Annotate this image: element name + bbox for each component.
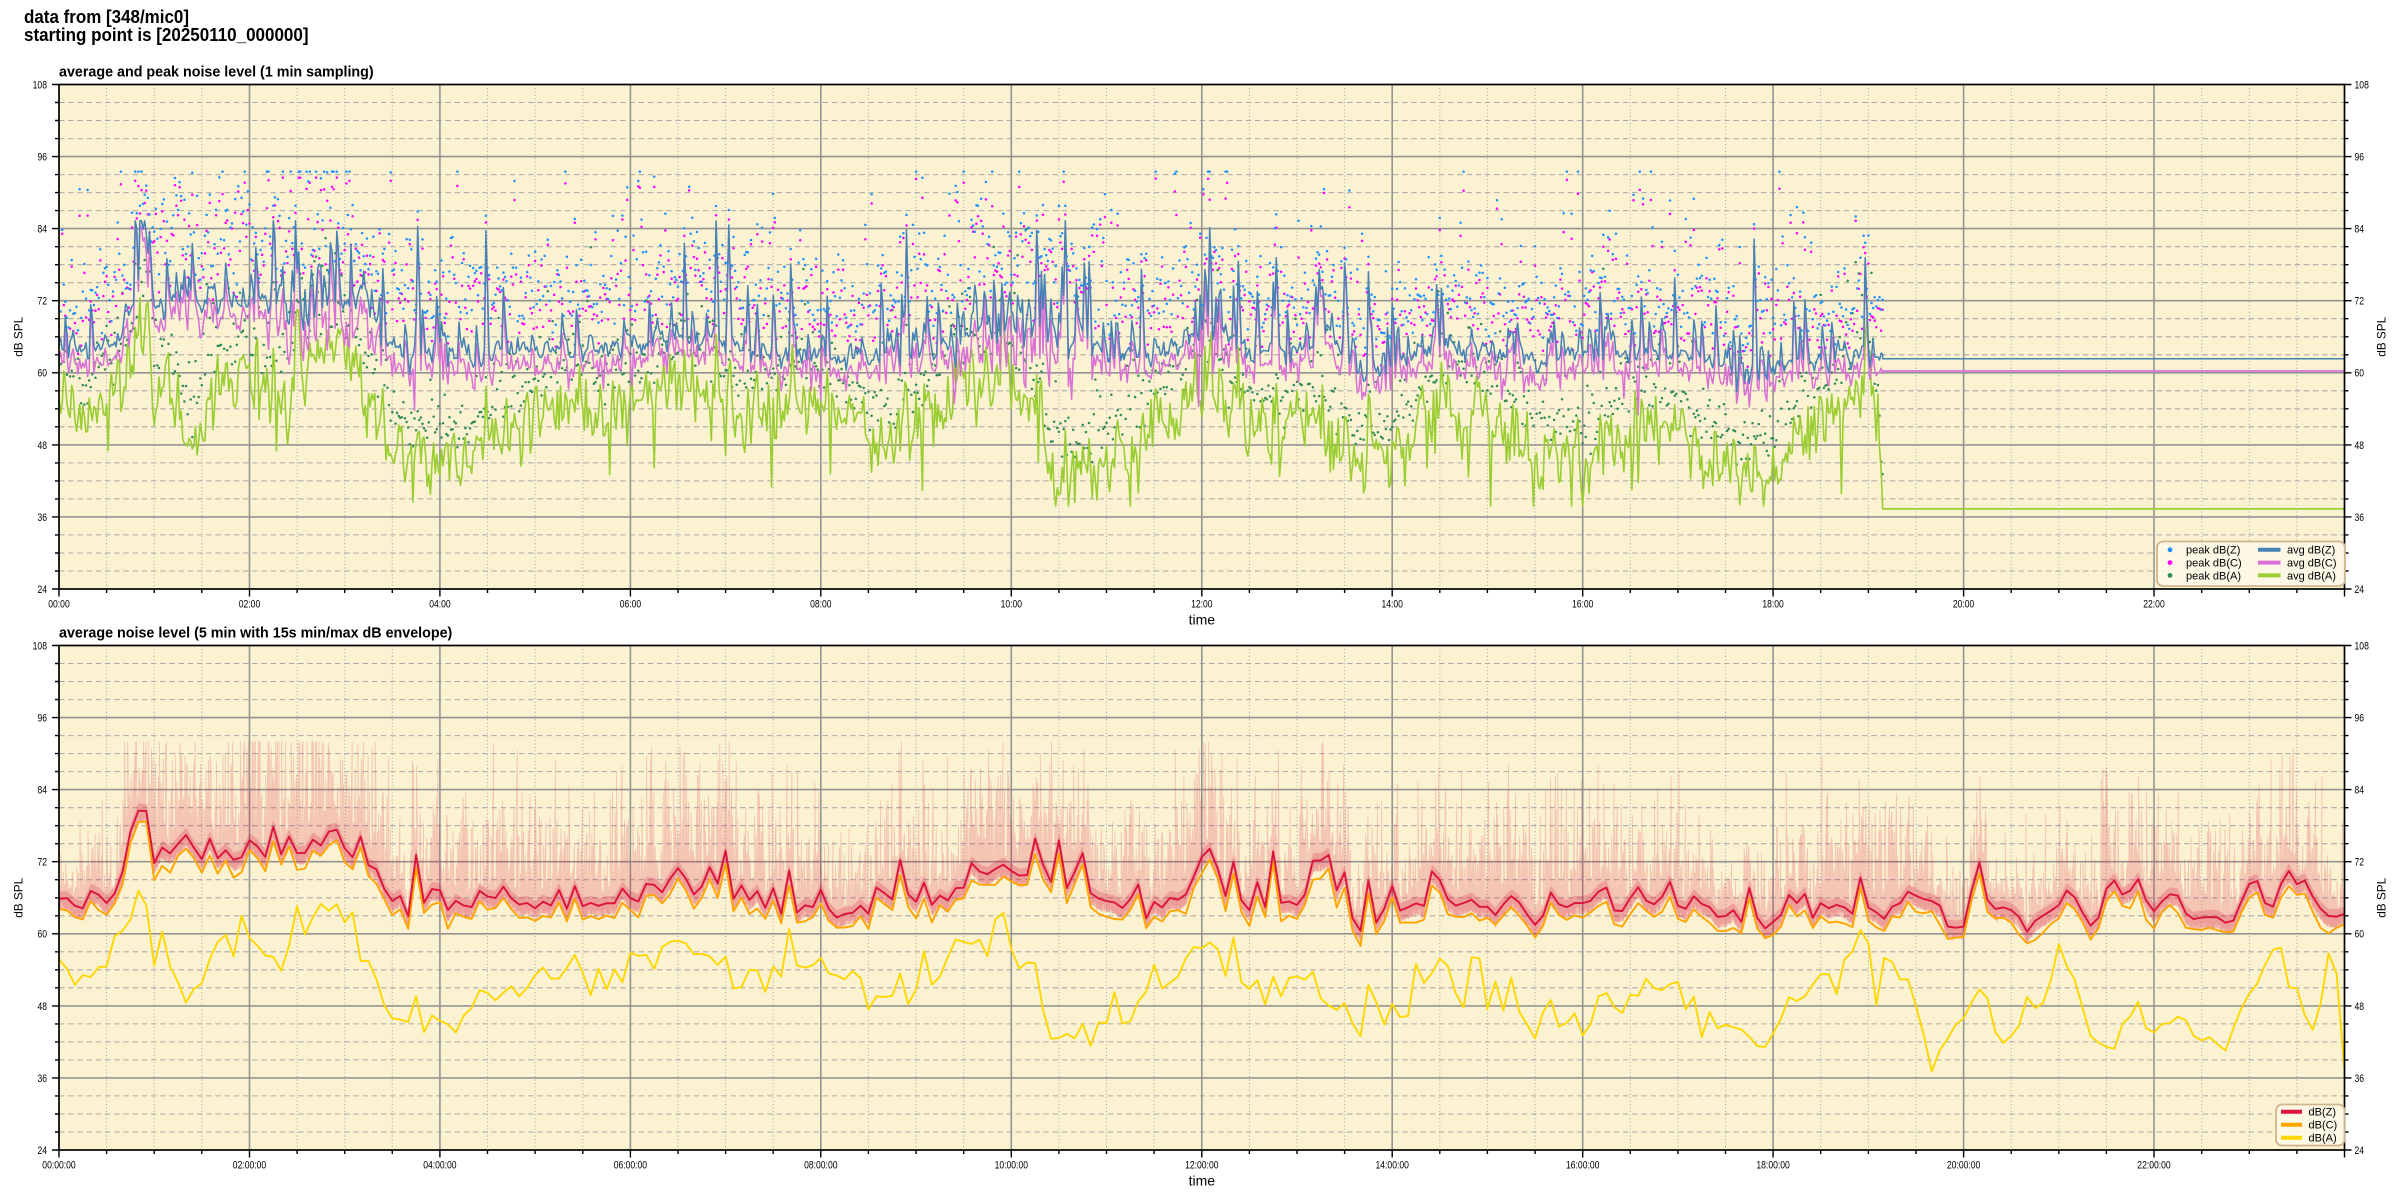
svg-text:72: 72 bbox=[2355, 296, 2365, 308]
svg-text:18:00:00: 18:00:00 bbox=[1756, 1160, 1789, 1172]
svg-text:96: 96 bbox=[2355, 152, 2365, 164]
svg-text:04:00:00: 04:00:00 bbox=[423, 1160, 456, 1172]
svg-text:16:00: 16:00 bbox=[1572, 599, 1593, 611]
svg-text:48: 48 bbox=[2355, 440, 2365, 452]
svg-text:dB SPL: dB SPL bbox=[2374, 877, 2388, 917]
svg-text:dB(A): dB(A) bbox=[2309, 1133, 2337, 1145]
svg-text:dB(C): dB(C) bbox=[2309, 1120, 2338, 1132]
svg-text:84: 84 bbox=[38, 224, 48, 236]
svg-text:22:00: 22:00 bbox=[2143, 599, 2164, 611]
svg-text:84: 84 bbox=[38, 785, 48, 797]
svg-text:48: 48 bbox=[2355, 1001, 2365, 1013]
svg-text:108: 108 bbox=[2355, 640, 2369, 652]
svg-text:108: 108 bbox=[33, 640, 47, 652]
svg-text:72: 72 bbox=[2355, 857, 2365, 869]
svg-text:84: 84 bbox=[2355, 785, 2365, 797]
svg-text:20:00:00: 20:00:00 bbox=[1947, 1160, 1980, 1172]
svg-text:avg dB(Z): avg dB(Z) bbox=[2287, 545, 2335, 557]
svg-text:data from [348/mic0]: data from [348/mic0] bbox=[24, 7, 189, 27]
svg-text:avg dB(A): avg dB(A) bbox=[2287, 570, 2336, 582]
svg-text:36: 36 bbox=[2355, 512, 2365, 524]
svg-text:18:00: 18:00 bbox=[1762, 599, 1783, 611]
svg-text:06:00: 06:00 bbox=[620, 599, 641, 611]
svg-text:22:00:00: 22:00:00 bbox=[2137, 1160, 2170, 1172]
svg-text:starting point is [20250110_00: starting point is [20250110_000000] bbox=[24, 25, 309, 45]
svg-text:10:00: 10:00 bbox=[1001, 599, 1022, 611]
svg-text:00:00:00: 00:00:00 bbox=[42, 1160, 75, 1172]
svg-text:02:00: 02:00 bbox=[239, 599, 260, 611]
svg-text:48: 48 bbox=[38, 440, 48, 452]
svg-text:02:00:00: 02:00:00 bbox=[233, 1160, 266, 1172]
svg-text:14:00: 14:00 bbox=[1382, 599, 1403, 611]
svg-text:16:00:00: 16:00:00 bbox=[1566, 1160, 1599, 1172]
svg-text:108: 108 bbox=[33, 79, 47, 91]
svg-text:96: 96 bbox=[2355, 713, 2365, 725]
svg-text:108: 108 bbox=[2355, 79, 2369, 91]
svg-text:dB(Z): dB(Z) bbox=[2309, 1107, 2337, 1119]
svg-text:72: 72 bbox=[38, 296, 48, 308]
svg-text:peak dB(A): peak dB(A) bbox=[2186, 570, 2241, 582]
svg-text:08:00:00: 08:00:00 bbox=[804, 1160, 837, 1172]
svg-text:12:00: 12:00 bbox=[1191, 599, 1212, 611]
svg-text:time: time bbox=[1189, 1173, 1216, 1189]
svg-text:96: 96 bbox=[38, 152, 48, 164]
svg-text:00:00: 00:00 bbox=[48, 599, 69, 611]
svg-text:84: 84 bbox=[2355, 224, 2365, 236]
svg-text:36: 36 bbox=[38, 1073, 48, 1085]
svg-text:dB SPL: dB SPL bbox=[12, 316, 26, 356]
svg-text:dB SPL: dB SPL bbox=[2374, 316, 2388, 356]
svg-text:24: 24 bbox=[38, 584, 48, 596]
svg-text:average noise level (5 min wit: average noise level (5 min with 15s min/… bbox=[59, 626, 453, 642]
svg-text:06:00:00: 06:00:00 bbox=[614, 1160, 647, 1172]
svg-text:24: 24 bbox=[38, 1145, 48, 1157]
svg-text:04:00: 04:00 bbox=[429, 599, 450, 611]
svg-text:avg dB(C): avg dB(C) bbox=[2287, 558, 2337, 570]
svg-text:14:00:00: 14:00:00 bbox=[1376, 1160, 1409, 1172]
svg-text:72: 72 bbox=[38, 857, 48, 869]
svg-text:time: time bbox=[1189, 612, 1216, 628]
svg-text:10:00:00: 10:00:00 bbox=[995, 1160, 1028, 1172]
svg-text:dB SPL: dB SPL bbox=[12, 877, 26, 917]
svg-text:60: 60 bbox=[38, 929, 48, 941]
svg-text:24: 24 bbox=[2355, 584, 2365, 596]
svg-text:12:00:00: 12:00:00 bbox=[1185, 1160, 1218, 1172]
svg-text:36: 36 bbox=[38, 512, 48, 524]
svg-text:peak dB(C): peak dB(C) bbox=[2186, 558, 2242, 570]
svg-text:20:00: 20:00 bbox=[1953, 599, 1974, 611]
svg-text:peak dB(Z): peak dB(Z) bbox=[2186, 545, 2240, 557]
svg-text:60: 60 bbox=[38, 368, 48, 380]
svg-text:average and peak noise level (: average and peak noise level (1 min samp… bbox=[59, 65, 374, 81]
svg-text:60: 60 bbox=[2355, 929, 2365, 941]
svg-text:48: 48 bbox=[38, 1001, 48, 1013]
svg-text:24: 24 bbox=[2355, 1145, 2365, 1157]
svg-text:36: 36 bbox=[2355, 1073, 2365, 1085]
svg-text:08:00: 08:00 bbox=[810, 599, 831, 611]
svg-text:60: 60 bbox=[2355, 368, 2365, 380]
svg-text:96: 96 bbox=[38, 713, 48, 725]
